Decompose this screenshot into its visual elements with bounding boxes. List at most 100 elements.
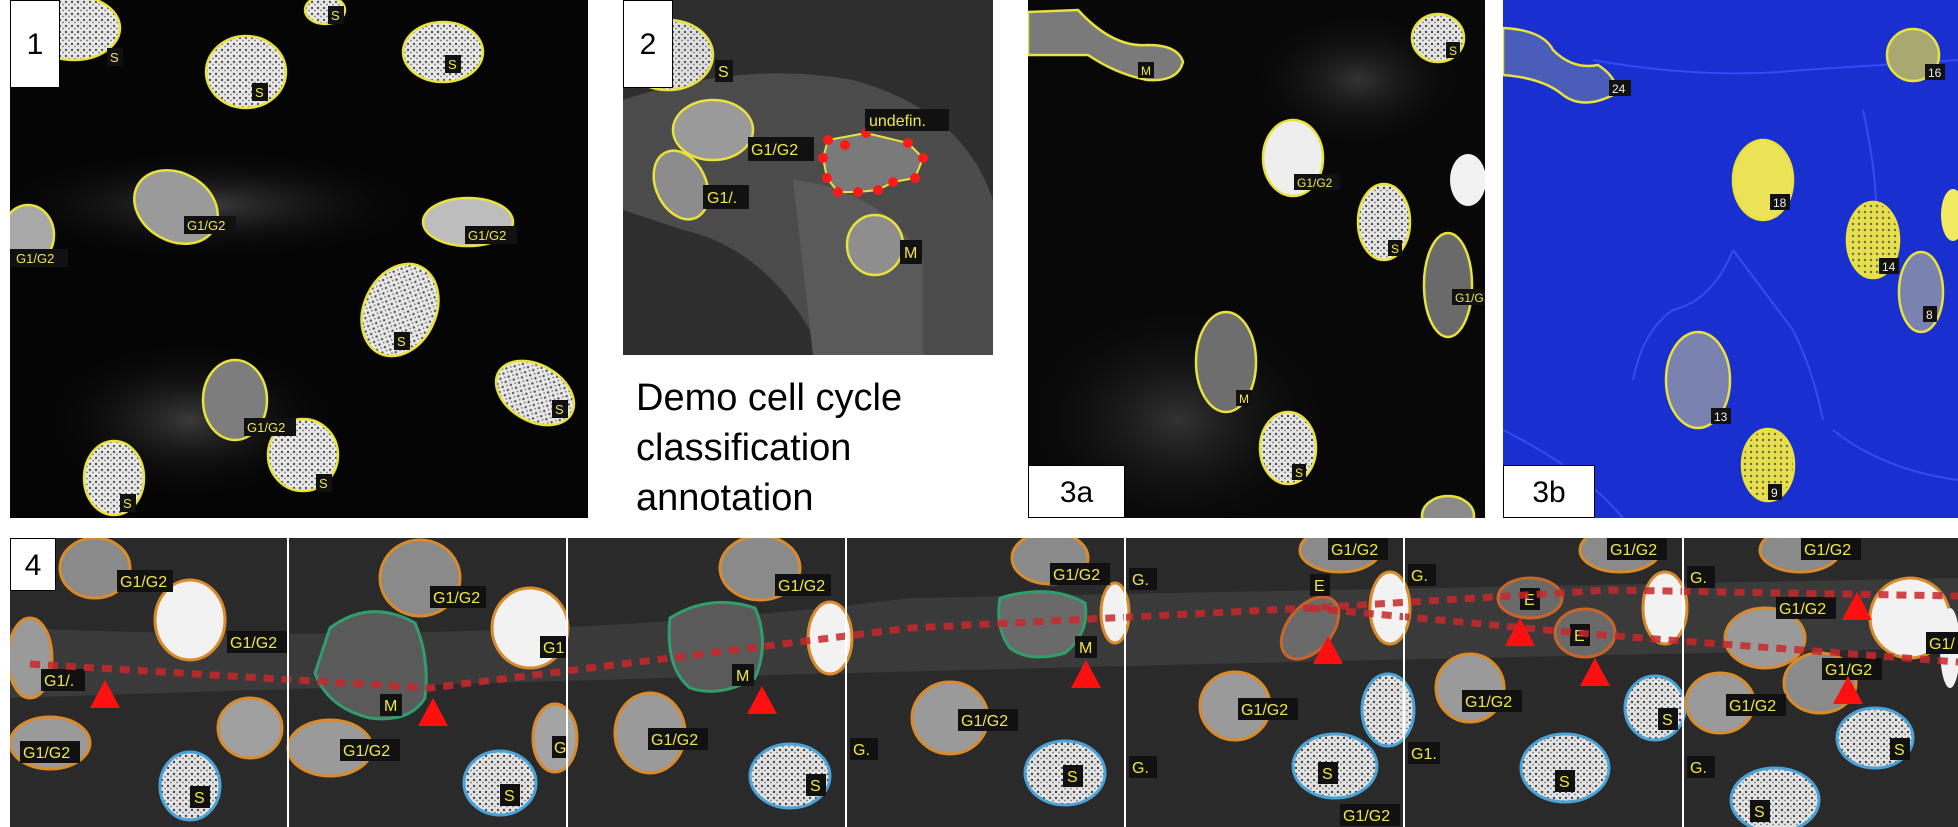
panel-label: 2 — [623, 0, 673, 88]
cell-label: G1/G2 — [16, 251, 54, 266]
time-lapse-frame: G1/G2 M G1/G2 S — [613, 538, 854, 810]
cell-nucleus — [1740, 427, 1796, 503]
panel-label: 1 — [10, 0, 60, 88]
cell-label: S — [1391, 242, 1399, 256]
cell-nucleus — [204, 34, 288, 110]
red-arrow-marker — [747, 686, 777, 714]
cell-nucleus — [1028, 8, 1185, 82]
cell-label: G. — [853, 742, 870, 759]
cell-label: G1/ — [1929, 636, 1955, 653]
red-arrow-marker — [1505, 618, 1535, 646]
cell-nucleus — [652, 149, 710, 221]
cell-label: S — [255, 85, 264, 100]
cell-label: G1/G2 — [1804, 542, 1851, 559]
panel-4: G1/G2 G1/G2 G1/. G1/G2 S G1/G2 G1 M G1/G… — [10, 538, 1958, 827]
cell-label: S — [1662, 712, 1673, 729]
panel-label: 3b — [1503, 465, 1595, 518]
lineage-track — [29, 586, 1958, 692]
cell-nucleus — [1194, 310, 1258, 414]
cell-label: S — [1449, 44, 1457, 58]
cell-label: M — [904, 245, 917, 262]
cell-label: G1/G2 — [23, 745, 70, 762]
cell-nucleus — [266, 417, 340, 493]
cell-nucleus — [1356, 182, 1412, 262]
cell-label: G — [554, 740, 566, 757]
cell-label: G1/G2 — [1729, 698, 1776, 715]
cell-label: 14 — [1882, 260, 1896, 274]
cell-label: E — [1314, 578, 1325, 595]
cell-label: 18 — [1773, 196, 1787, 210]
cell-label: undefin. — [869, 113, 926, 130]
cell-label: G1/G2 — [651, 732, 698, 749]
panel-2: S G1/G2 G1/. undefin. M 2 — [623, 0, 993, 355]
cell-label: G. — [1690, 570, 1707, 587]
cell-label: S — [331, 8, 340, 23]
cell-label: G1/G2 — [247, 420, 285, 435]
cell-label: G1. — [1411, 746, 1437, 763]
red-arrow-marker — [90, 680, 120, 708]
frame-divider — [1403, 538, 1405, 827]
cell-label: G1/G2 — [433, 590, 480, 607]
cell-label: G1/G2 — [961, 713, 1008, 730]
cell-label: G1/G2 — [120, 574, 167, 591]
cell-label: G1/G2 — [1241, 702, 1288, 719]
panel-3b-image: 24 16 18 14 8 13 9 — [1503, 26, 1958, 518]
caption-line: annotation — [636, 477, 814, 519]
cell-label: 16 — [1928, 66, 1942, 80]
cell-label: G1/G2 — [1297, 176, 1333, 190]
panel-3b: 24 16 18 14 8 13 9 3b — [1503, 0, 1958, 518]
panel-3a: M S G1/G2 S G1/G M S 3a — [1028, 0, 1485, 518]
cell-label: M — [1239, 392, 1249, 406]
caption: Demo cell cycle classification annotatio… — [636, 373, 902, 523]
cell-label: M — [384, 698, 397, 715]
time-lapse-frame: G1/G2 M G1/G2 G. S — [850, 538, 1131, 807]
cell-nucleus — [671, 98, 755, 162]
panel-3a-image: M S G1/G2 S G1/G M S — [1028, 8, 1485, 518]
cell-label: G1/G2 — [1331, 542, 1378, 559]
cell-label: S — [448, 57, 457, 72]
cell-label: G1/G2 — [1053, 567, 1100, 584]
cell-label: S — [810, 778, 821, 795]
cell-label: M — [736, 668, 749, 685]
cell-nucleus — [494, 359, 576, 427]
cell-label: G. — [1132, 572, 1149, 589]
cell-label: S — [555, 402, 564, 417]
cell-label: S — [1295, 466, 1303, 480]
cell-nucleus — [1422, 231, 1474, 339]
cell-label: S — [123, 496, 132, 511]
panel-1: S S S S G1/G2 G1/G2 G1/G2 S S G1/G2 S S … — [10, 0, 588, 518]
cell-label: G1 — [543, 640, 564, 657]
caption-line: classification — [636, 427, 852, 469]
frame-divider — [1682, 538, 1684, 827]
cell-label: 8 — [1926, 308, 1933, 322]
cell-nucleus — [360, 262, 440, 358]
time-lapse-frame: G1/G2 G1/G2 G1/. G1/G2 S — [10, 538, 287, 822]
cell-label: G1/G2 — [1779, 601, 1826, 618]
panel-label: 4 — [10, 538, 56, 591]
cell-label: S — [319, 476, 328, 491]
time-lapse-frame: G1/G2 G. E E G1/G2 G1. S S — [1408, 538, 1689, 804]
red-arrow-marker — [1833, 676, 1863, 704]
cell-label: G. — [1690, 760, 1707, 777]
cell-label: S — [397, 334, 406, 349]
red-arrow-marker — [1071, 660, 1101, 688]
cell-label: S — [1894, 742, 1905, 759]
cell-label: G1/G2 — [230, 635, 277, 652]
panel-1-image: S S S S G1/G2 G1/G2 G1/G2 S S G1/G2 S S — [10, 0, 576, 517]
cell-label: E — [1524, 592, 1535, 609]
frame-divider — [845, 538, 847, 827]
caption-line: Demo cell cycle — [636, 377, 903, 419]
cell-label: S — [110, 50, 119, 65]
cell-label: S — [1754, 804, 1765, 821]
cell-label: S — [1559, 774, 1570, 791]
cell-label: S — [504, 788, 515, 805]
red-arrow-marker — [1313, 636, 1343, 664]
cell-label: G. — [1411, 568, 1428, 585]
cell-label: G1/G2 — [778, 578, 825, 595]
cell-label: 9 — [1771, 486, 1778, 500]
red-vertex-markers — [818, 128, 928, 197]
cell-label: G1/G2 — [1465, 694, 1512, 711]
frame-divider — [287, 538, 289, 827]
cell-nucleus — [1503, 26, 1617, 104]
red-arrow-marker — [1580, 658, 1610, 686]
